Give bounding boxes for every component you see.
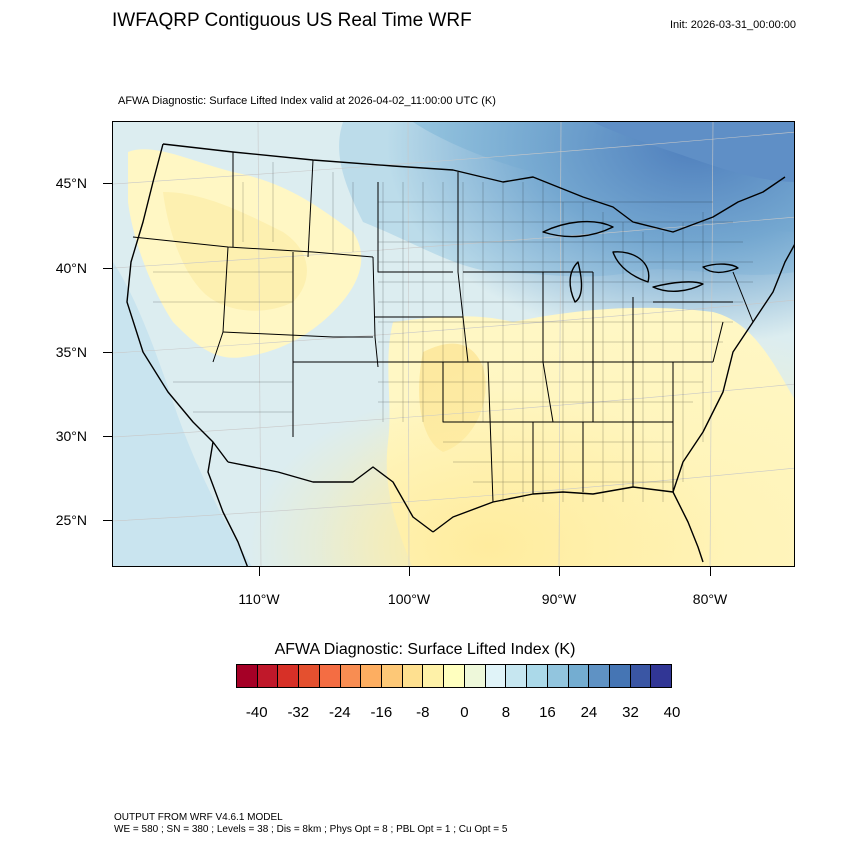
lat-label-35n: 35°N [55, 344, 87, 360]
lon-tick [409, 567, 410, 576]
colorbar-swatch [609, 665, 631, 687]
colorbar-swatch [423, 665, 445, 687]
colorbar-tick-label: -24 [328, 704, 351, 721]
colorbar-swatch [630, 665, 652, 687]
main-title: IWFAQRP Contiguous US Real Time WRF [112, 10, 472, 31]
legend-title: AFWA Diagnostic: Surface Lifted Index (K… [274, 641, 576, 658]
model-info-line-1: OUTPUT FROM WRF V4.6.1 MODEL [114, 812, 283, 823]
lon-tick [259, 567, 260, 576]
colorbar-swatch [527, 665, 548, 687]
colorbar-swatch [340, 665, 362, 687]
colorbar-tick-label: 16 [539, 704, 556, 721]
colorbar-swatch [299, 665, 320, 687]
colorbar-tick-label: -16 [370, 704, 393, 721]
lat-label-30n: 30°N [55, 428, 87, 444]
colorbar [236, 664, 672, 688]
colorbar-swatch [361, 665, 383, 687]
lat-tick [103, 352, 112, 353]
lat-label-40n: 40°N [55, 260, 87, 276]
colorbar-tick-label: 0 [460, 704, 469, 721]
lon-label-90w: 90°W [541, 591, 577, 607]
colorbar-tick-label: 40 [663, 704, 681, 721]
lat-tick [103, 268, 112, 269]
lon-tick [559, 567, 560, 576]
colorbar-tick-label: 24 [580, 704, 598, 721]
plot-subtitle: AFWA Diagnostic: Surface Lifted Index va… [118, 95, 496, 107]
colorbar-swatch [278, 665, 300, 687]
lon-tick [710, 567, 711, 576]
colorbar-swatch [589, 665, 610, 687]
lat-label-45n: 45°N [55, 175, 87, 191]
lon-label-100w: 100°W [387, 591, 431, 607]
colorbar-swatch [547, 665, 569, 687]
colorbar-swatch [568, 665, 590, 687]
lat-tick [103, 183, 112, 184]
lat-tick [103, 520, 112, 521]
colorbar-swatch [382, 665, 403, 687]
colorbar-swatch [464, 665, 486, 687]
colorbar-tick-label: 8 [501, 704, 511, 721]
colorbar-swatch [651, 665, 672, 687]
lat-tick [103, 436, 112, 437]
lifted-index-map [113, 122, 794, 566]
colorbar-swatch [237, 665, 258, 687]
colorbar-swatch [506, 665, 528, 687]
colorbar-swatch [402, 665, 424, 687]
lat-label-25n: 25°N [55, 512, 87, 528]
colorbar-tick-label: -8 [416, 704, 430, 721]
model-info-line-2: WE = 580 ; SN = 380 ; Levels = 38 ; Dis … [114, 824, 508, 835]
init-time-label: Init: 2026-03-31_00:00:00 [670, 19, 796, 31]
map-panel [112, 121, 795, 567]
colorbar-tick-label: -40 [245, 704, 268, 721]
colorbar-swatch [319, 665, 341, 687]
colorbar-swatch [257, 665, 279, 687]
colorbar-swatch [444, 665, 465, 687]
lon-label-80w: 80°W [692, 591, 728, 607]
colorbar-swatch [485, 665, 507, 687]
colorbar-tick-label: -32 [287, 704, 310, 721]
lon-label-110w: 110°W [238, 591, 280, 607]
colorbar-tick-label: 32 [622, 704, 639, 721]
